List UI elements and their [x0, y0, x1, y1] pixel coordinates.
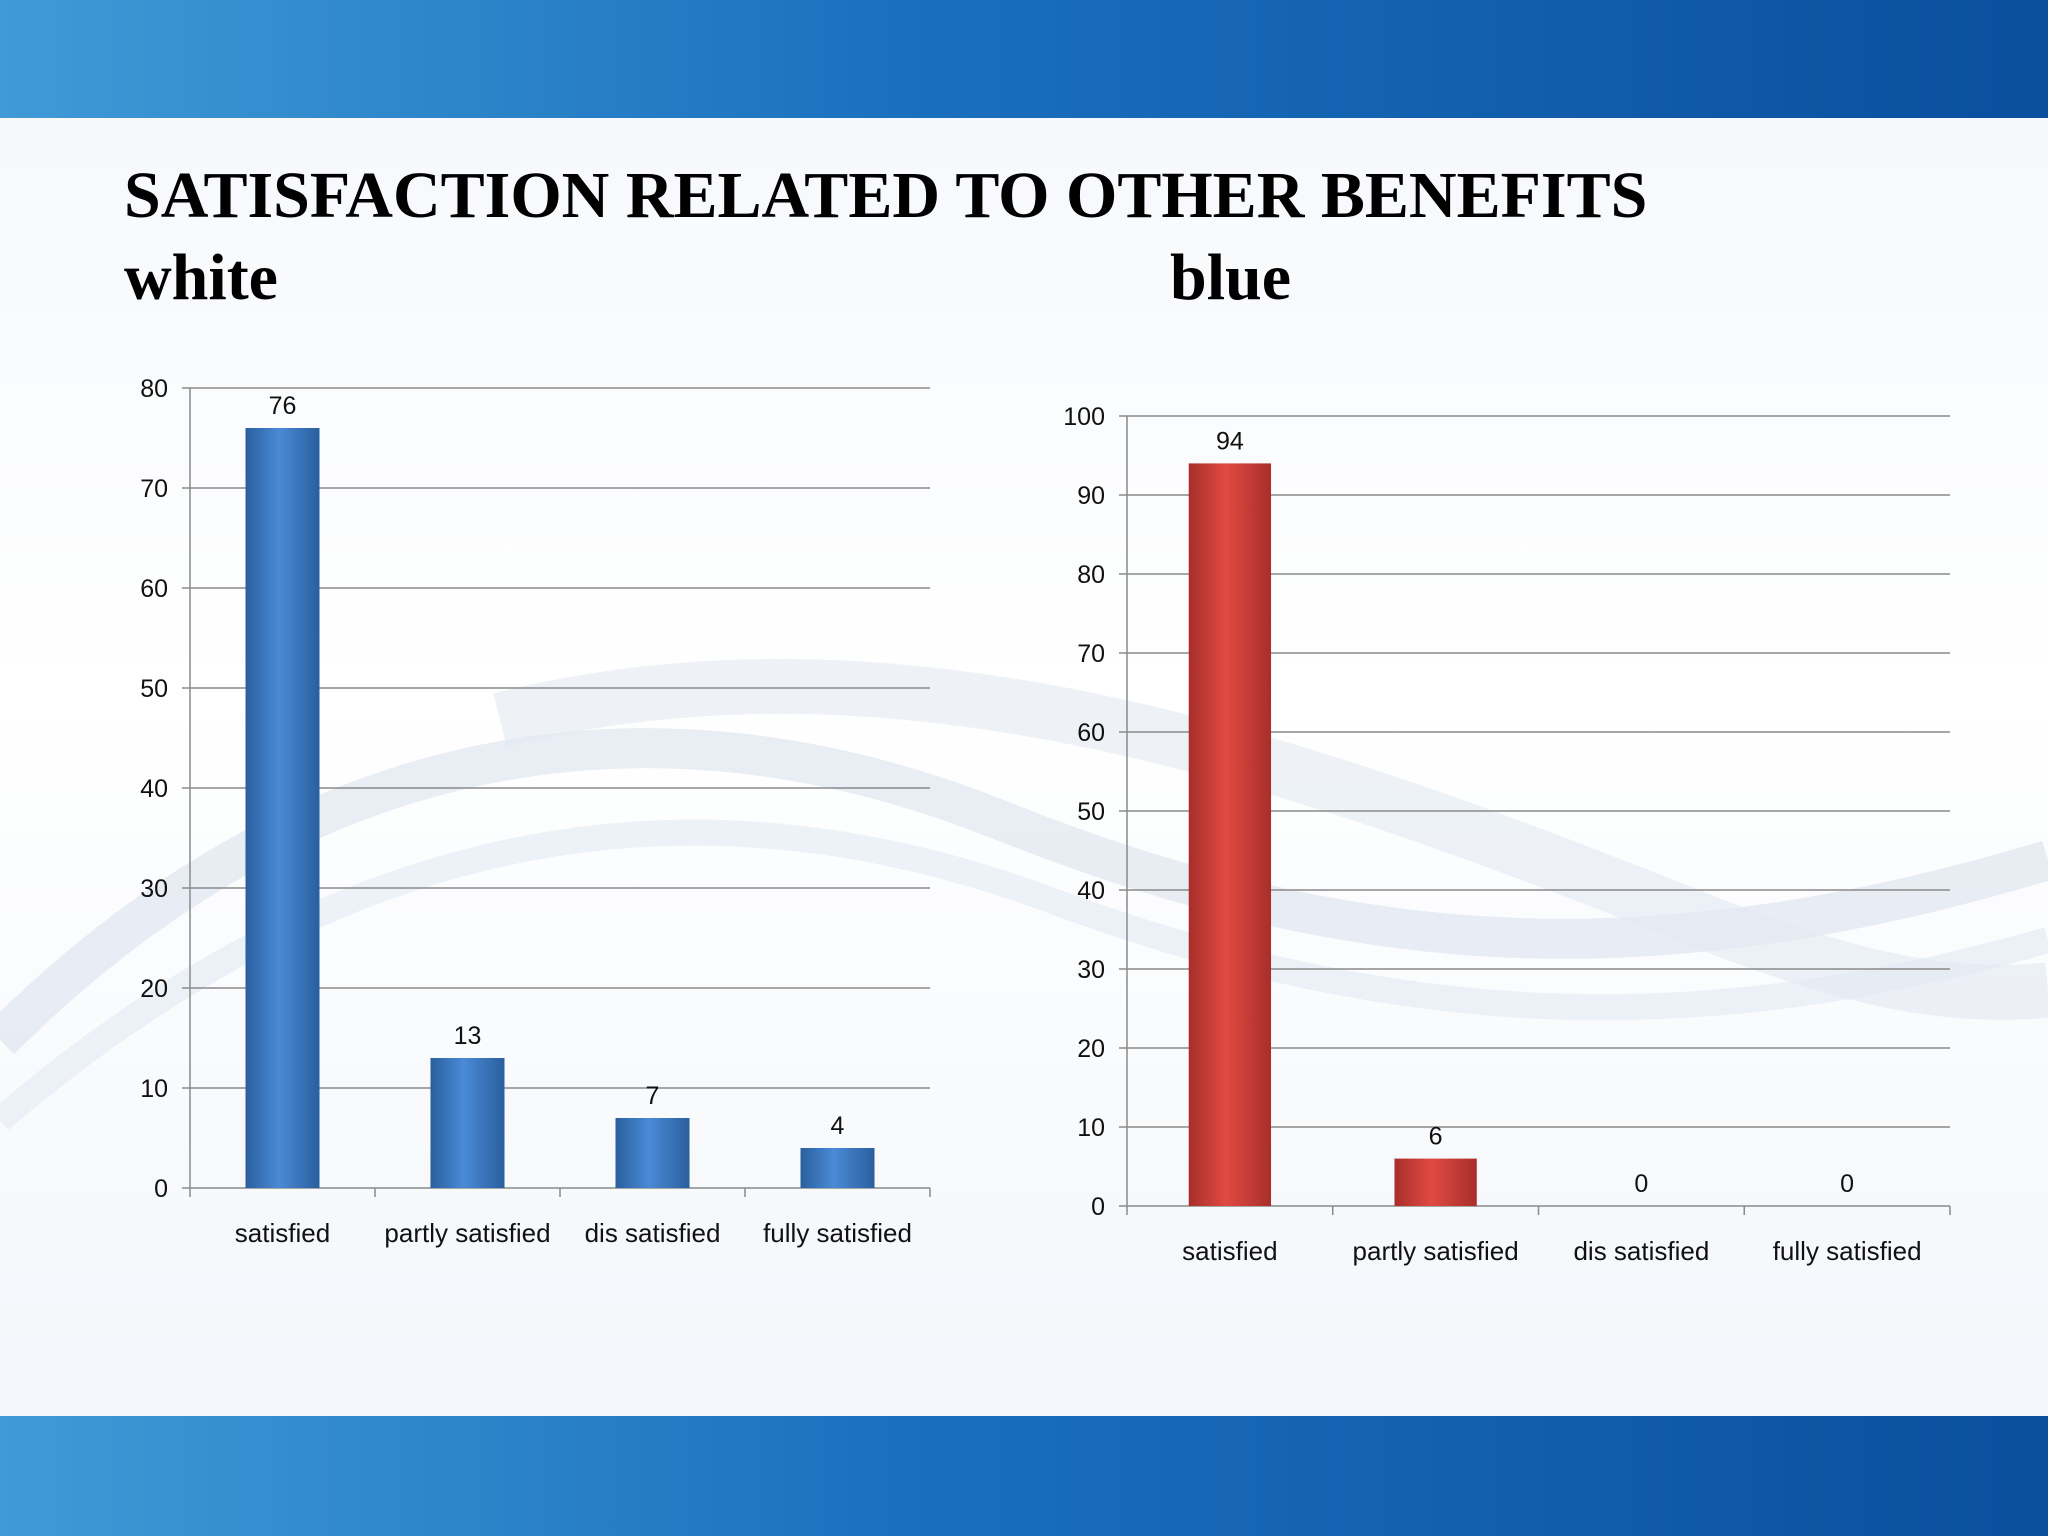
bar-dis-satisfied: [615, 1118, 690, 1188]
y-tick-label: 80: [140, 375, 168, 403]
y-tick-label: 50: [140, 675, 168, 703]
y-tick-label: 30: [1077, 956, 1105, 984]
bar-partly-satisfied: [430, 1058, 505, 1188]
x-category-label: partly satisfied: [1353, 1236, 1519, 1266]
x-category-label: dis satisfied: [1573, 1236, 1709, 1266]
y-tick-label: 60: [1077, 719, 1105, 747]
y-tick-label: 20: [1077, 1035, 1105, 1063]
y-tick-label: 40: [1077, 877, 1105, 905]
data-label: 7: [646, 1082, 660, 1110]
bottom-banner: [0, 1416, 2048, 1536]
y-tick-label: 90: [1077, 482, 1105, 510]
y-tick-label: 100: [1063, 403, 1105, 431]
y-tick-label: 10: [1077, 1114, 1105, 1142]
y-tick-label: 20: [140, 975, 168, 1003]
x-category-label: satisfied: [235, 1218, 330, 1248]
chart-label-blue: blue: [1170, 241, 1292, 314]
bar-partly-satisfied: [1394, 1158, 1477, 1206]
y-tick-label: 60: [140, 575, 168, 603]
y-tick-label: 0: [154, 1175, 168, 1203]
y-tick-label: 50: [1077, 798, 1105, 826]
data-label: 6: [1429, 1123, 1443, 1151]
y-tick-label: 70: [1077, 640, 1105, 668]
bar-fully-satisfied: [800, 1148, 875, 1188]
bar-satisfied: [1188, 463, 1272, 1206]
x-category-label: satisfied: [1182, 1236, 1277, 1266]
slide-title: SATISFACTION RELATED TO OTHER BENEFITS: [124, 159, 1648, 232]
blue-bar-chart: 0 10 20 30 40 50 60 70 80 90 100 94 satisfied 6 partly…: [1063, 403, 1951, 1266]
data-label: 76: [269, 392, 297, 420]
white-bar-chart: 0 10 20 30 40 50 60 70 80 76 satisfied 13 partly sat…: [140, 375, 931, 1248]
data-label: 0: [1840, 1170, 1854, 1198]
bar-satisfied: [245, 428, 320, 1188]
x-category-label: partly satisfied: [384, 1218, 550, 1248]
y-tick-label: 30: [140, 875, 168, 903]
chart-label-white: white: [124, 241, 278, 314]
y-tick-label: 80: [1077, 561, 1105, 589]
data-label: 4: [831, 1112, 845, 1140]
y-tick-label: 40: [140, 775, 168, 803]
x-category-label: fully satisfied: [1773, 1236, 1922, 1266]
data-label: 0: [1634, 1170, 1648, 1198]
data-label: 13: [454, 1022, 482, 1050]
y-tick-label: 10: [140, 1075, 168, 1103]
data-label: 94: [1216, 427, 1244, 455]
x-category-label: fully satisfied: [763, 1218, 912, 1248]
y-tick-label: 70: [140, 475, 168, 503]
y-tick-label: 0: [1091, 1193, 1105, 1221]
x-category-label: dis satisfied: [585, 1218, 721, 1248]
top-banner: [0, 0, 2048, 118]
